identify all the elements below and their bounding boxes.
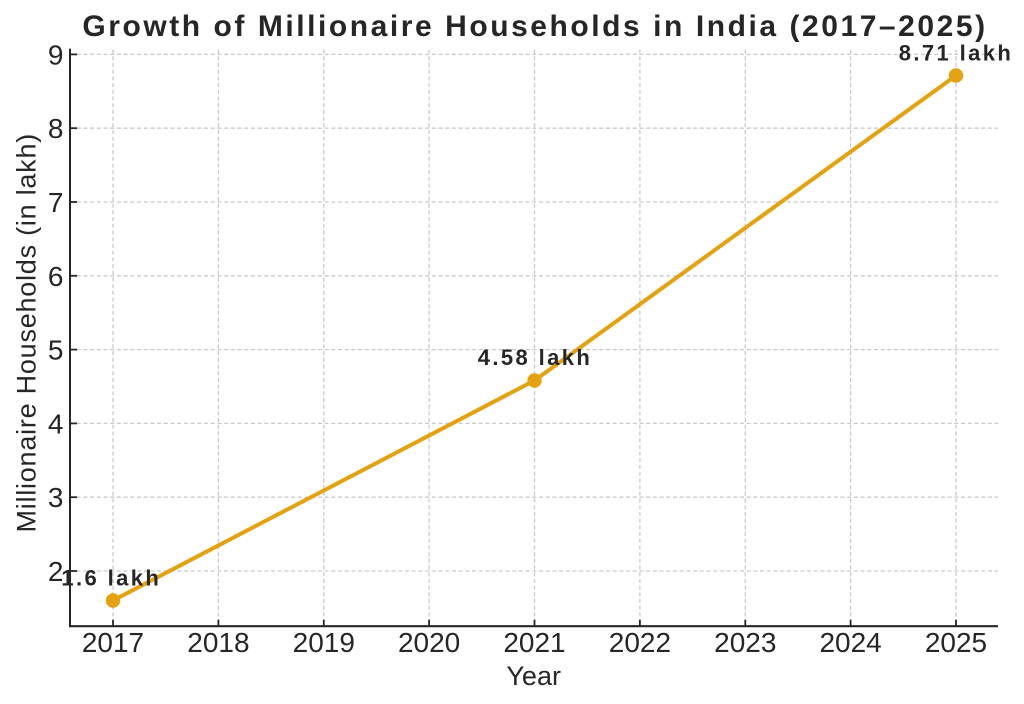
svg-text:9: 9 — [48, 39, 64, 70]
svg-text:2017: 2017 — [82, 627, 144, 658]
svg-text:2021: 2021 — [503, 627, 565, 658]
svg-text:6: 6 — [48, 261, 64, 292]
svg-text:3: 3 — [48, 482, 64, 513]
svg-text:4.58 lakh: 4.58 lakh — [478, 345, 593, 370]
svg-text:2025: 2025 — [925, 627, 987, 658]
svg-text:2019: 2019 — [293, 627, 355, 658]
svg-text:2024: 2024 — [819, 627, 881, 658]
svg-text:5: 5 — [48, 335, 64, 366]
svg-text:2022: 2022 — [609, 627, 671, 658]
svg-text:2023: 2023 — [714, 627, 776, 658]
svg-text:8: 8 — [48, 113, 64, 144]
svg-text:1.6 lakh: 1.6 lakh — [61, 565, 161, 590]
svg-text:2020: 2020 — [398, 627, 460, 658]
svg-text:4: 4 — [48, 408, 64, 439]
svg-text:2018: 2018 — [187, 627, 249, 658]
svg-text:Growth of Millionaire Househol: Growth of Millionaire Households in Indi… — [82, 10, 987, 43]
svg-text:Millionaire Households (in lak: Millionaire Households (in lakh) — [12, 133, 42, 533]
svg-text:8.71 lakh: 8.71 lakh — [899, 41, 1014, 66]
svg-text:Year: Year — [506, 661, 561, 691]
svg-text:7: 7 — [48, 187, 64, 218]
svg-text:2: 2 — [48, 556, 64, 587]
